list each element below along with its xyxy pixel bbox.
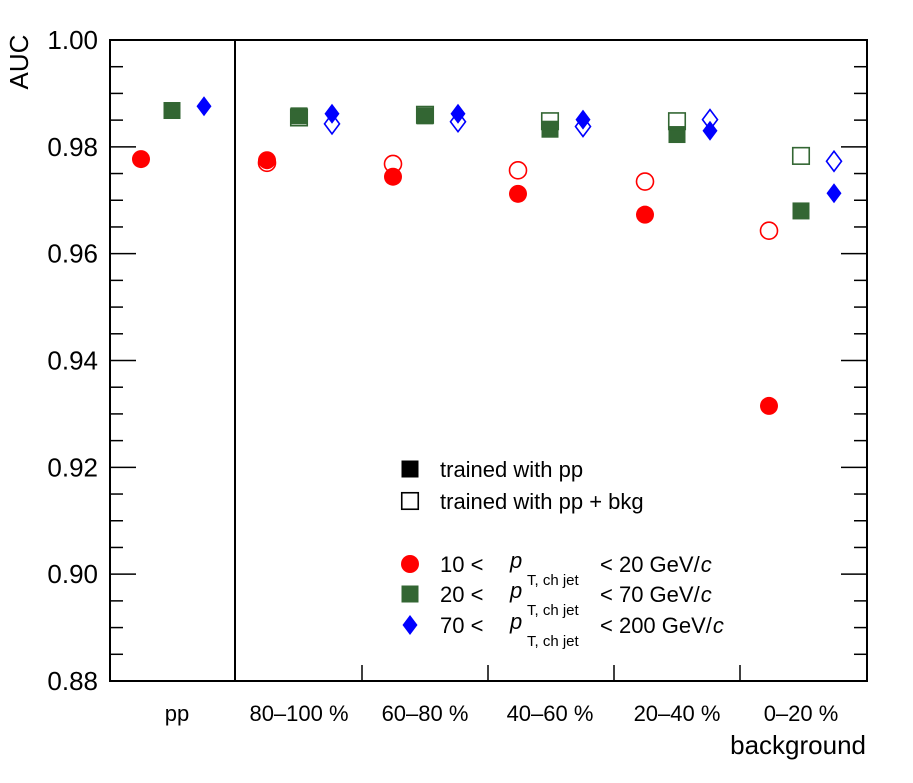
data-point-high-ppbkg <box>323 112 341 136</box>
data-point-mid-pp <box>163 102 181 120</box>
data-point-mid-ppbkg <box>791 146 811 165</box>
plot-frame <box>109 39 868 682</box>
y-tick-label: 0.96 <box>47 239 98 269</box>
y-tick-label: 0.88 <box>47 666 98 696</box>
legend-label: trained with pp <box>440 457 583 482</box>
x-category-label: 20–40 % <box>634 701 721 726</box>
legend-pt-low: 70 < <box>440 613 483 638</box>
legend-pt-low: 20 < <box>440 582 483 607</box>
legend-pt-low: 10 < <box>440 552 483 577</box>
y-tick-label: 0.92 <box>47 452 98 482</box>
y-tick-label: 0.94 <box>47 346 98 376</box>
data-point-low-ppbkg <box>759 221 779 240</box>
legend-pt-subscript: T, ch jet <box>527 633 580 650</box>
data-point-high-ppbkg <box>449 110 467 134</box>
data-point-low-ppbkg <box>257 153 277 173</box>
legend-pt-symbol: p <box>509 609 522 634</box>
legend-marker <box>401 460 419 478</box>
legend-marker <box>402 615 418 635</box>
legend-pt-high: < 200 GeV/ <box>600 613 713 638</box>
data-point-mid-pp <box>668 126 686 144</box>
data-point-high-pp <box>450 103 466 124</box>
data-point-mid-ppbkg <box>289 108 309 127</box>
data-point-mid-pp <box>290 107 308 125</box>
legend-pt-symbol: p <box>509 548 522 573</box>
axis-ticks <box>110 39 867 682</box>
data-point-low-pp <box>509 184 527 203</box>
data-point-low-pp <box>384 167 402 186</box>
legend-pt-high: < 70 GeV/ <box>600 582 701 607</box>
legend-marker <box>400 491 420 511</box>
y-tick-label: 0.98 <box>47 132 98 162</box>
data-point-low-pp <box>636 205 654 224</box>
data-point-low-ppbkg <box>383 154 403 174</box>
legend-label: trained with pp + bkg <box>440 489 644 514</box>
legend-pt-subscript: T, ch jet <box>527 572 580 589</box>
legend-pt-subscript: T, ch jet <box>527 602 580 619</box>
data-point-high-pp <box>826 183 842 204</box>
legend-pt-unit: c <box>701 552 712 577</box>
x-category-label: 60–80 % <box>382 701 469 726</box>
x-category-label: 80–100 % <box>249 701 348 726</box>
data-point-mid-ppbkg <box>667 112 687 131</box>
legend-pt-high: < 20 GeV/ <box>600 552 701 577</box>
x-category-label: 40–60 % <box>507 701 594 726</box>
legend-pt-symbol: p <box>509 578 522 603</box>
y-tick-label: 0.90 <box>47 559 98 589</box>
data-point-high-ppbkg <box>574 115 592 138</box>
data-point-mid-ppbkg <box>415 105 435 124</box>
data-point-low-pp <box>132 150 150 169</box>
legend-marker <box>401 585 419 603</box>
data-point-low-ppbkg <box>508 161 528 180</box>
legend: trained with pp trained with pp + bkg 10 <… <box>400 457 724 650</box>
data-point-high-ppbkg <box>701 108 719 131</box>
data-point-high-pp <box>575 109 591 130</box>
legend-pt-unit: c <box>713 613 724 638</box>
plot-border <box>109 39 868 682</box>
data-point-mid-ppbkg <box>540 112 560 131</box>
x-category-label: 0–20 % <box>764 701 839 726</box>
data-point-low-pp <box>760 396 778 415</box>
data-point-high-ppbkg <box>825 149 843 173</box>
x-axis-title: background <box>730 730 866 760</box>
data-point-mid-pp <box>416 107 434 125</box>
data-point-mid-pp <box>792 202 810 220</box>
data-point-low-ppbkg <box>635 172 655 191</box>
data-points <box>132 96 843 415</box>
x-category-label: pp <box>165 701 189 726</box>
y-tick-label: 1.00 <box>47 25 98 55</box>
y-axis-title: AUC <box>4 35 34 90</box>
data-point-high-pp <box>196 96 212 117</box>
legend-marker <box>401 555 419 573</box>
legend-pt-unit: c <box>701 582 712 607</box>
